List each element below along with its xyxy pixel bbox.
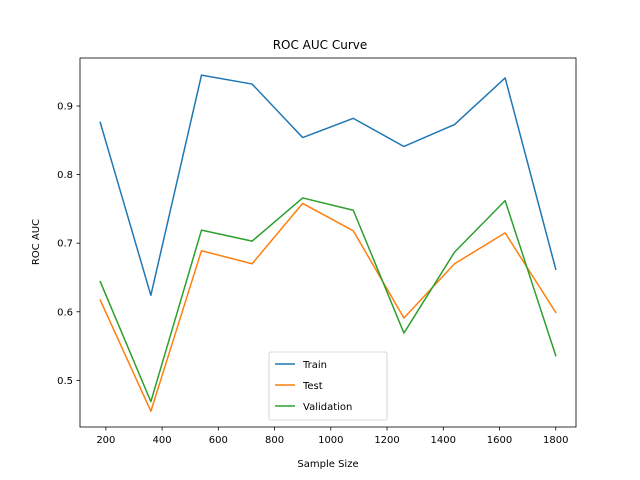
x-tick-label: 600: [209, 435, 228, 446]
legend-label-train: Train: [302, 360, 327, 371]
legend: Train Test Validation: [268, 351, 388, 421]
y-axis-label: ROC AUC: [31, 219, 42, 265]
x-axis-label: Sample Size: [297, 459, 358, 470]
x-tick-label: 800: [265, 435, 284, 446]
x-tick-label: 400: [153, 435, 172, 446]
x-tick-label: 1400: [431, 435, 456, 446]
legend-box: [268, 351, 388, 421]
x-tick-label: 1000: [318, 435, 343, 446]
plot-area: 200 400 600 800 1000 1200 1400 1600 1800 0.5 0.6 0.…: [57, 57, 577, 446]
x-tick-label: 1800: [543, 435, 568, 446]
x-tick-label: 1200: [374, 435, 399, 446]
x-tick-label: 1600: [487, 435, 512, 446]
y-tick-label: 0.9: [57, 102, 73, 113]
chart-title: ROC AUC Curve: [273, 38, 368, 52]
series-line-validation: [99, 197, 557, 403]
x-tick-label: 200: [96, 435, 115, 446]
series-line-test: [99, 202, 557, 412]
series-line-train: [99, 74, 557, 297]
legend-label-test: Test: [302, 381, 323, 392]
legend-label-validation: Validation: [303, 402, 352, 413]
y-tick-label: 0.5: [57, 376, 73, 387]
y-tick-label: 0.7: [57, 239, 73, 250]
plot-frame: [79, 57, 577, 428]
y-tick-label: 0.6: [57, 307, 73, 318]
y-tick-label: 0.8: [57, 170, 73, 181]
